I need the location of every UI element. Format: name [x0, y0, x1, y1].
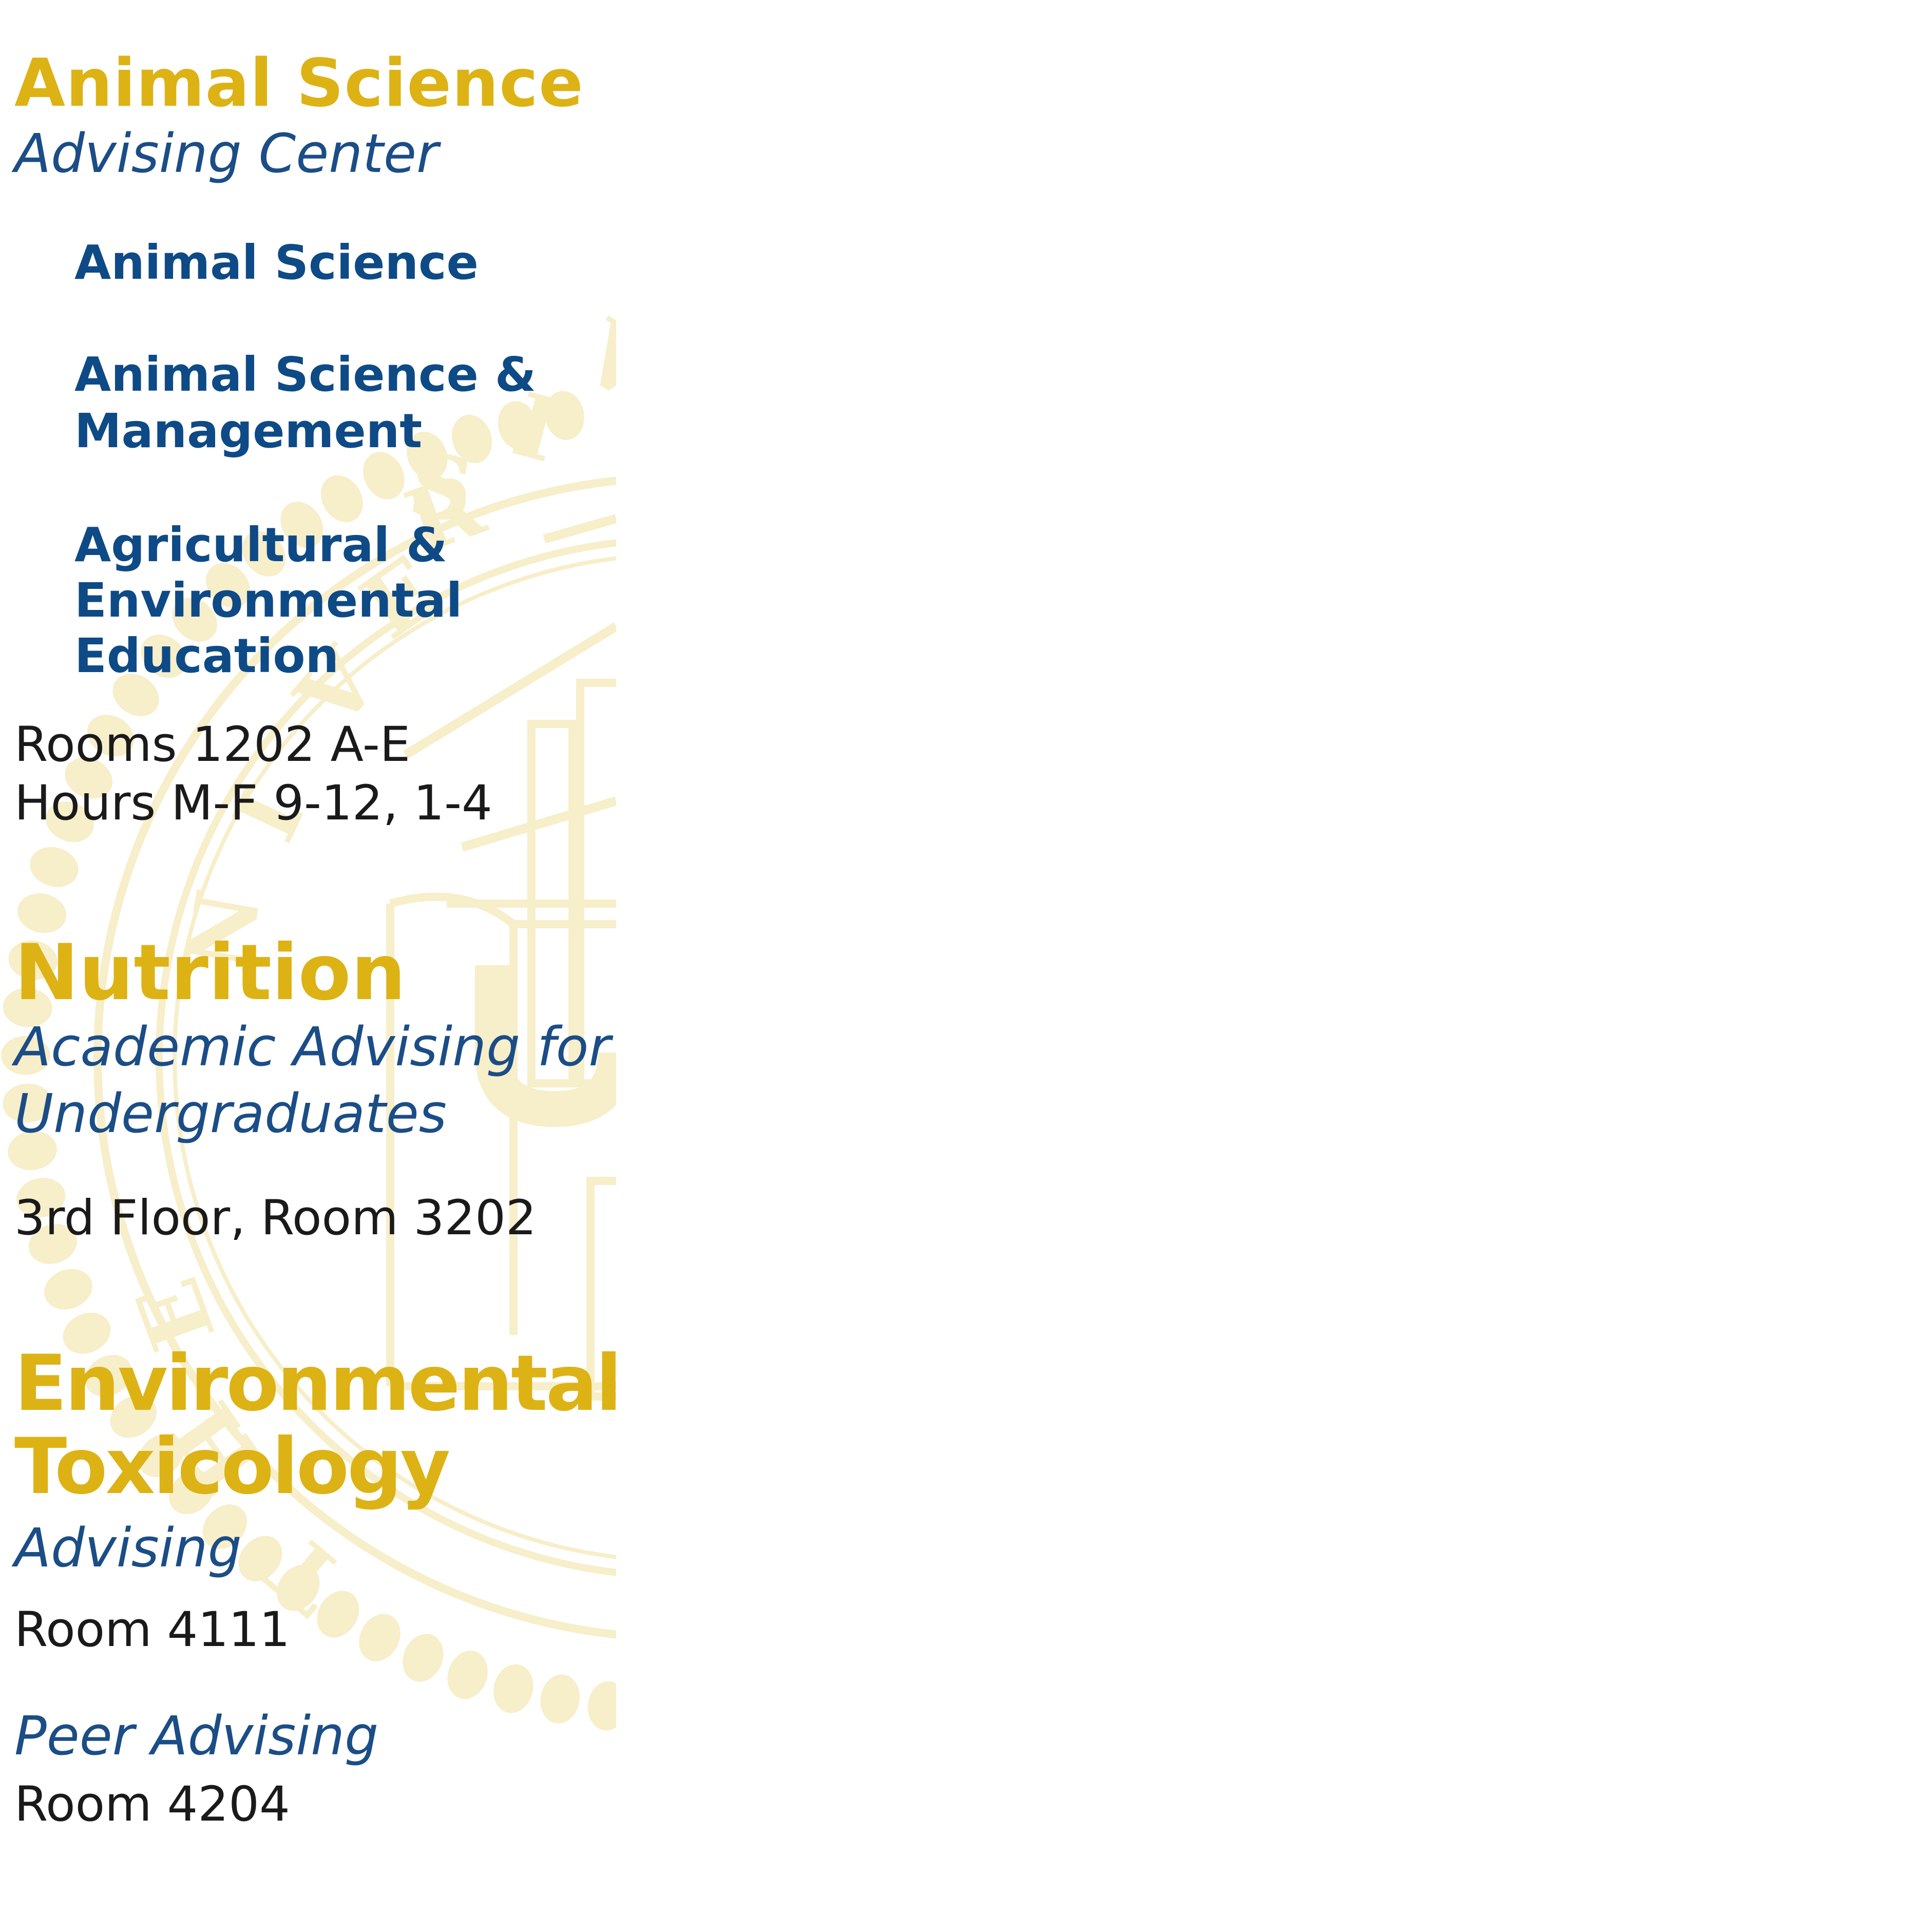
seal-bead: [85, 1354, 132, 1397]
seal-letter-u: [475, 965, 616, 1127]
seal-bead: [3, 1083, 52, 1123]
svg-text:S: S: [403, 433, 479, 543]
nutrition-subtitle: Academic Advising for: [14, 1016, 611, 1078]
seal-outer-ring: [93, 476, 616, 1639]
seal-bead: [317, 1591, 359, 1638]
seal-center-ring: [173, 556, 616, 1559]
env-tox-advising-room: Room 4111: [14, 1602, 290, 1658]
seal-bead: [16, 1178, 66, 1218]
university-seal-watermark: V I S R E V I N E H T: [1, 300, 616, 1731]
seal-bead: [587, 1681, 616, 1731]
seal-bead: [87, 715, 135, 757]
seal-bead: [141, 635, 187, 678]
svg-text:N: N: [166, 883, 281, 979]
seal-bead: [238, 1536, 282, 1581]
nutrition-subtitle-line2: Undergraduates: [14, 1082, 447, 1145]
major-agricultural-environmental-education-line3: Education: [74, 628, 339, 683]
seal-bead: [112, 674, 159, 716]
nutrition-location: 3rd Floor, Room 3202: [14, 1190, 537, 1246]
seal-bead: [277, 1564, 320, 1611]
major-agricultural-environmental-education: Agricultural &: [74, 518, 448, 572]
seal-bead: [3, 988, 52, 1027]
animal-science-rooms: Rooms 1202 A-E: [14, 717, 411, 773]
env-tox-title-line2: Toxicology: [14, 1422, 450, 1512]
major-agricultural-environmental-education-line2: Environmental: [74, 573, 463, 628]
seal-inner-ring: [156, 539, 616, 1576]
seal-bead: [63, 1312, 111, 1354]
seal-bead: [545, 391, 584, 441]
seal-bead: [169, 1470, 215, 1515]
major-animal-science: Animal Science: [74, 235, 479, 290]
env-tox-peer-room: Room 4204: [14, 1776, 290, 1832]
seal-bead: [498, 401, 538, 450]
seal-bead: [493, 1664, 533, 1713]
seal-bead: [447, 1651, 488, 1699]
seal-bead: [46, 801, 94, 843]
seal-bead: [202, 1504, 247, 1550]
seal-bead: [8, 1131, 57, 1171]
seal-bead: [17, 893, 67, 933]
seal-bead: [540, 1674, 580, 1724]
major-animal-science-management-line2: Management: [74, 404, 423, 458]
major-animal-science-management: Animal Science &: [74, 347, 537, 402]
seal-bead: [363, 452, 405, 500]
seal-bead: [8, 940, 58, 980]
seal-bead: [403, 1634, 444, 1682]
env-tox-peer-label: Peer Advising: [14, 1705, 379, 1767]
seal-bead: [206, 563, 251, 608]
animal-science-subtitle: Advising Center: [14, 122, 438, 185]
seal-bead: [451, 414, 492, 463]
env-tox-advising-label: Advising: [14, 1517, 242, 1579]
seal-bead: [280, 502, 323, 548]
seal-bead-ring: [1, 391, 616, 1731]
seal-bead: [407, 431, 448, 480]
seal-bead: [321, 475, 363, 522]
seal-bead: [242, 531, 286, 577]
seal-bead: [65, 757, 113, 799]
seal-bead: [110, 1395, 157, 1438]
nutrition-title: Nutrition: [14, 928, 406, 1018]
seal-bead: [359, 1614, 401, 1661]
seal-rays: [403, 514, 616, 852]
animal-science-title: Animal Science: [14, 45, 584, 122]
seal-bead: [28, 1223, 78, 1264]
seal-bead: [172, 598, 217, 642]
env-tox-title: Environmental: [14, 1339, 622, 1428]
seal-bead: [1, 1036, 50, 1075]
seal-bead: [138, 1433, 184, 1477]
animal-science-hours: Hours M-F 9-12, 1-4: [14, 775, 492, 831]
seal-bead: [30, 847, 79, 887]
seal-bead: [44, 1269, 92, 1310]
